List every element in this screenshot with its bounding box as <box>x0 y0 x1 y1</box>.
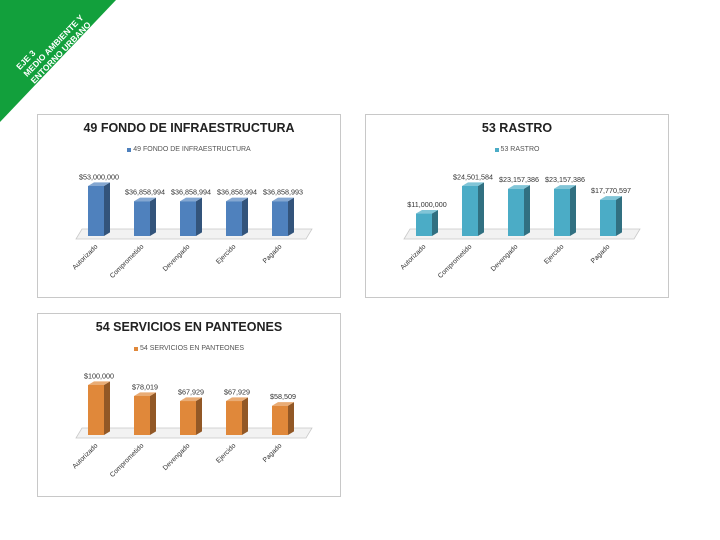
bar-chart: $100,000 Autorizado $78,019 Comprometido $67… <box>71 371 313 479</box>
banner-line-3: ENTORNO URBANO <box>29 19 93 85</box>
bar-side <box>242 197 248 236</box>
data-label: $24,501,584 <box>453 172 493 181</box>
bar <box>180 201 196 236</box>
bar-top <box>462 182 484 186</box>
category-label: Comprometido <box>109 442 146 479</box>
bar <box>180 401 196 435</box>
bar-top <box>88 381 110 385</box>
bar <box>462 186 478 236</box>
bar-side <box>524 185 530 236</box>
bar <box>272 405 288 435</box>
bar-side <box>104 381 110 435</box>
chart-legend: 53 RASTRO <box>366 146 668 153</box>
bar <box>508 188 524 236</box>
category-label: Devengado <box>490 243 520 273</box>
bar-side <box>288 402 294 435</box>
bar-side <box>478 182 484 236</box>
data-label: $78,019 <box>132 382 158 391</box>
bar-top <box>416 209 438 214</box>
bar-top <box>88 182 110 186</box>
bar <box>226 401 242 435</box>
bar-side <box>196 197 202 236</box>
data-label: $58,509 <box>270 392 296 401</box>
bar-top <box>272 197 294 202</box>
bar-top <box>226 197 248 202</box>
bar-top <box>554 185 576 189</box>
bar-top <box>180 197 202 202</box>
legend-swatch <box>127 147 132 152</box>
banner-line-1: EJE 3 <box>14 48 37 72</box>
legend-swatch <box>134 346 138 351</box>
data-label: $36,858,994 <box>125 188 165 197</box>
bar-top <box>134 392 156 396</box>
category-label: Comprometido <box>109 243 146 280</box>
chart-panel-servicios-panteones: 54 SERVICIOS EN PANTEONES 54 SERVICIOS E… <box>37 313 341 497</box>
chart-title: 49 FONDO DE INFRAESTRUCTURA <box>83 121 295 135</box>
chart-panel-rastro: 53 RASTRO 53 RASTRO $11,000,000 Autorizad… <box>365 114 669 298</box>
corner-banner-triangle <box>0 0 116 122</box>
chart-title: 54 SERVICIOS EN PANTEONES <box>95 320 283 334</box>
data-label: $67,929 <box>178 387 204 396</box>
category-label: Pagado <box>262 442 284 464</box>
data-label: $53,000,000 <box>79 172 119 181</box>
category-label: Pagado <box>262 243 284 265</box>
bar-side <box>288 197 294 236</box>
data-label: $36,858,993 <box>263 188 303 197</box>
legend-label: 49 FONDO DE INFRAESTRUCTURA <box>133 146 251 153</box>
category-label: Ejercido <box>215 442 237 464</box>
legend-label: 53 RASTRO <box>500 146 540 153</box>
data-label: $23,157,386 <box>499 175 539 184</box>
category-label: Comprometido <box>437 243 474 280</box>
bar-top <box>134 197 156 202</box>
bar <box>600 199 616 236</box>
data-label: $36,858,994 <box>217 188 257 197</box>
bar-side <box>570 185 576 236</box>
bar-side <box>242 397 248 435</box>
data-label: $36,858,994 <box>171 188 211 197</box>
chart-title: 53 RASTRO <box>481 121 553 135</box>
bar-top <box>272 402 294 406</box>
category-label: Autorizado <box>71 442 99 470</box>
bar-side <box>432 209 438 236</box>
category-label: Devengado <box>162 243 192 273</box>
bar <box>134 201 150 236</box>
data-label: $100,000 <box>84 371 114 380</box>
category-label: Devengado <box>162 442 192 472</box>
bar-top <box>508 185 530 189</box>
category-label: Ejercido <box>215 243 237 265</box>
data-label: $67,929 <box>224 387 250 396</box>
category-label: Autorizado <box>71 243 99 271</box>
data-label: $17,770,597 <box>591 186 631 195</box>
bar-chart: $53,000,000 Autorizado $36,858,994 Comprome… <box>71 172 313 280</box>
bar-chart: $11,000,000 Autorizado $24,501,584 Comprome… <box>399 172 641 280</box>
data-label: $11,000,000 <box>407 200 446 209</box>
bar-side <box>104 182 110 236</box>
bar <box>226 201 242 236</box>
bar <box>88 186 104 236</box>
bar <box>134 395 150 435</box>
banner-line-2: MEDIO AMBIENTE Y <box>21 12 86 78</box>
category-label: Autorizado <box>399 243 427 271</box>
bar-top <box>600 196 622 200</box>
bar-side <box>616 196 622 236</box>
bar-top <box>180 397 202 402</box>
bar-side <box>150 392 156 435</box>
data-label: $23,157,386 <box>545 175 585 184</box>
bar-side <box>150 197 156 236</box>
category-label: Pagado <box>590 243 612 265</box>
bar <box>416 213 432 236</box>
legend-label: 54 SERVICIOS EN PANTEONES <box>140 345 244 352</box>
category-label: Ejercido <box>543 243 565 265</box>
bar <box>554 188 570 236</box>
bar-side <box>196 397 202 435</box>
bar <box>88 385 104 435</box>
chart-legend: 54 SERVICIOS EN PANTEONES <box>38 345 340 352</box>
bar <box>272 201 288 236</box>
legend-swatch <box>494 147 499 152</box>
chart-legend: 49 FONDO DE INFRAESTRUCTURA <box>38 146 340 153</box>
bar-top <box>226 397 248 402</box>
chart-panel-fondo-infraestructura: 49 FONDO DE INFRAESTRUCTURA 49 FONDO DE … <box>37 114 341 298</box>
